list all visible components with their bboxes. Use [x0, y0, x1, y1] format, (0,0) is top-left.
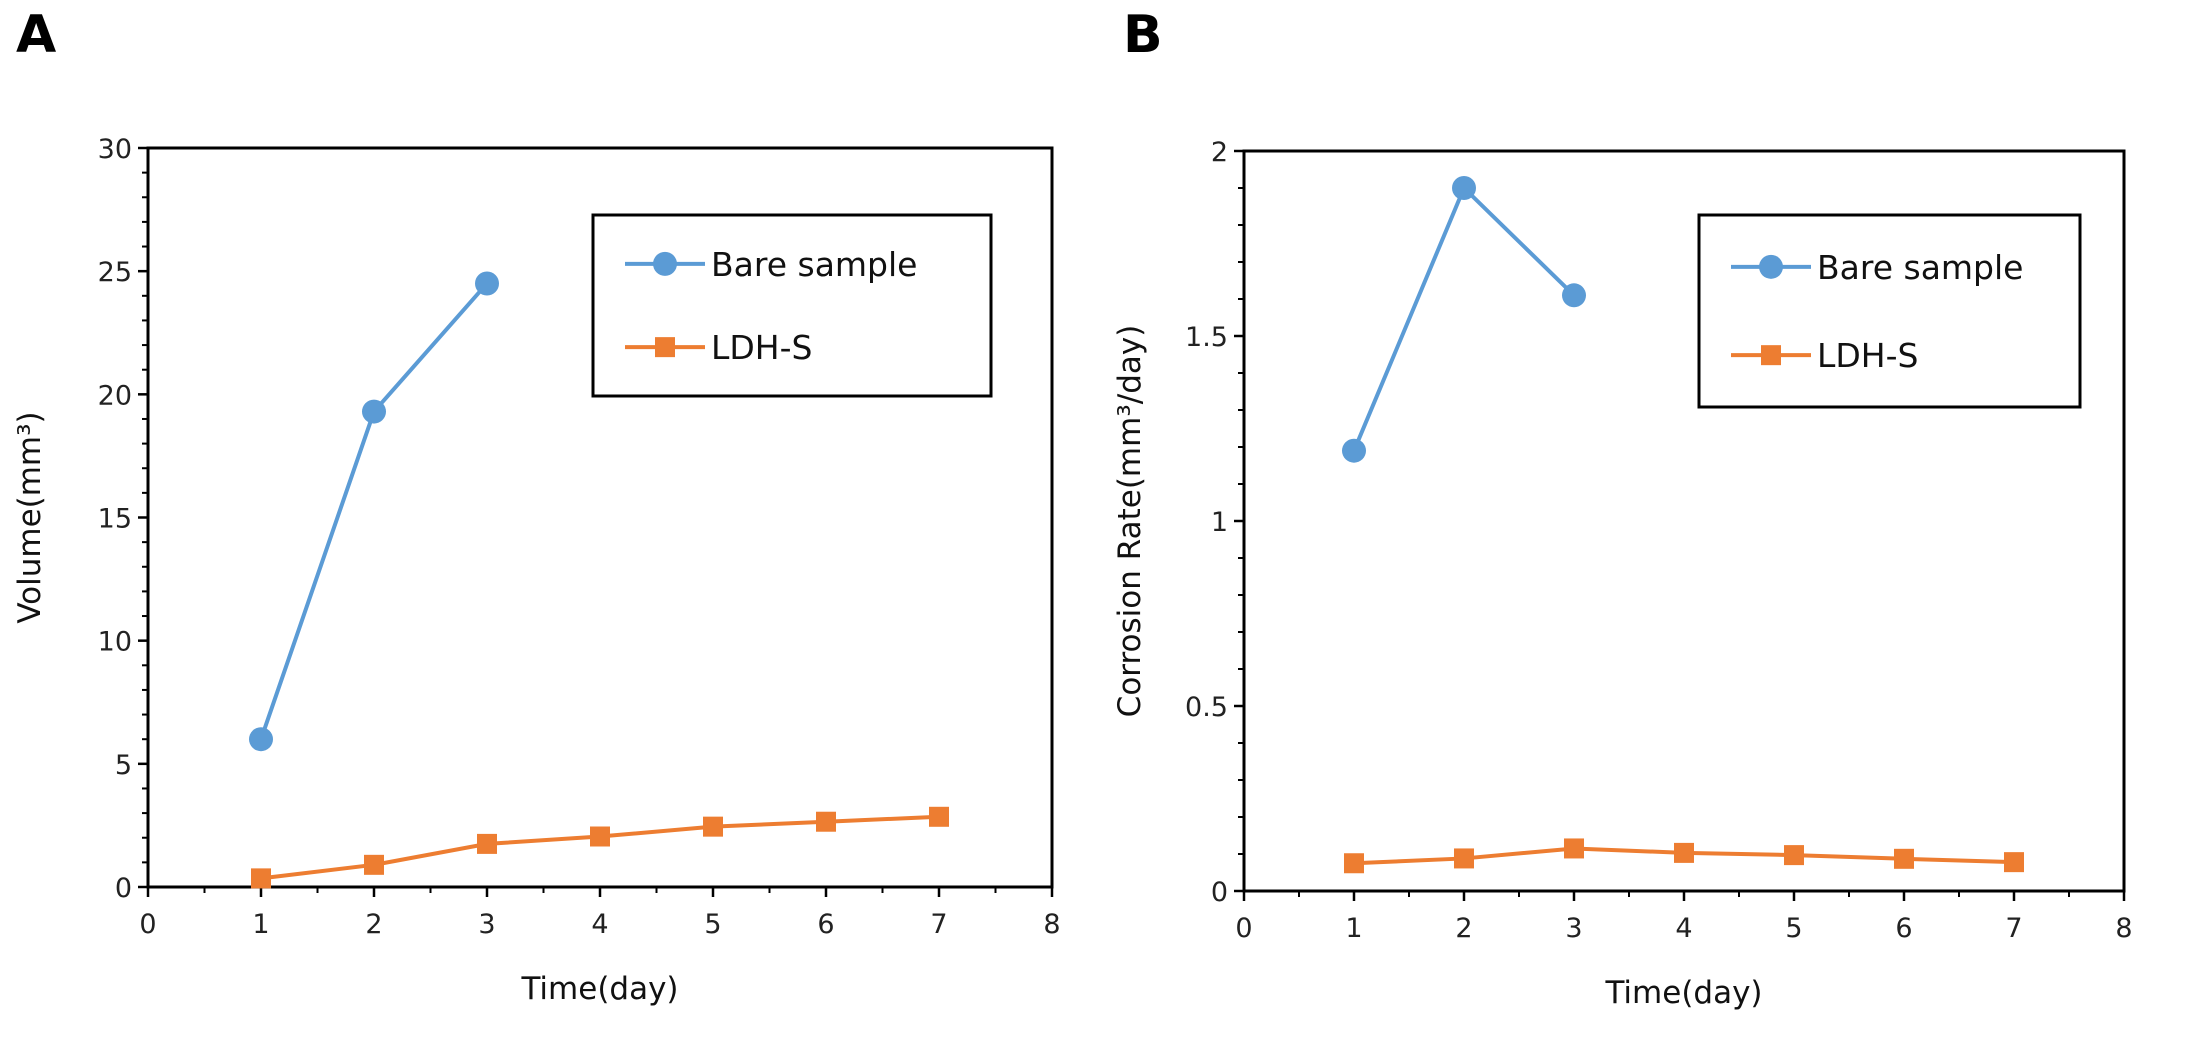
- x-tick-label: 3: [1565, 913, 1582, 944]
- data-point: [1564, 838, 1584, 859]
- x-tick-label: 7: [930, 909, 947, 940]
- legend: Bare sample LDH-S: [591, 213, 993, 398]
- y-tick-label: 1: [1211, 507, 1228, 538]
- data-point: [249, 727, 273, 752]
- data-point: [1454, 848, 1474, 869]
- series-ldh-s: [1344, 838, 2024, 874]
- legend: Bare sample LDH-S: [1697, 213, 2082, 409]
- legend-label: LDH-S: [1817, 336, 1918, 375]
- data-point: [2004, 852, 2024, 873]
- series-ldh-s: [251, 806, 949, 889]
- x-tick-label: 6: [817, 909, 834, 940]
- panel-label: B: [1123, 5, 1163, 65]
- y-tick-label: 0: [1211, 877, 1228, 908]
- x-tick-label: 8: [2115, 913, 2132, 944]
- y-tick-label: 5: [115, 750, 132, 781]
- legend-marker-square: [1761, 345, 1781, 366]
- data-point: [590, 826, 610, 847]
- series-line: [1352, 184, 1576, 452]
- legend-marker-square: [655, 337, 675, 358]
- x-tick-label: 4: [591, 909, 608, 940]
- y-tick-label: 0: [115, 873, 132, 904]
- x-tick-label: 0: [1235, 913, 1252, 944]
- data-point: [1784, 845, 1804, 866]
- chart-panel-a: A 0 1 2 3 4 5 6 7 8 0 5 10 15 20 25 30 Time(day) Volume(mm…: [12, 5, 1061, 1007]
- data-point: [1452, 176, 1476, 200]
- x-tick-label: 7: [2005, 913, 2022, 944]
- x-axis-label: Time(day): [520, 971, 678, 1007]
- y-tick-label: 1.5: [1185, 322, 1228, 353]
- data-point: [1344, 853, 1364, 874]
- series-line: [260, 814, 940, 881]
- series-bare-sample: [1342, 176, 1586, 463]
- data-point: [929, 806, 949, 827]
- x-tick-label: 5: [704, 909, 721, 940]
- y-axis-label: Volume(mm³): [12, 411, 48, 623]
- data-point: [477, 833, 497, 854]
- y-tick-label: 2: [1211, 137, 1228, 168]
- data-point: [1562, 283, 1586, 308]
- x-tick-label: 8: [1043, 909, 1060, 940]
- y-axis-label: Corrosion Rate(mm³/day): [1112, 325, 1148, 718]
- x-axis-label: Time(day): [1604, 975, 1762, 1011]
- data-point: [1674, 842, 1694, 863]
- x-tick-label: 2: [365, 909, 382, 940]
- x-tick-label: 4: [1675, 913, 1692, 944]
- data-point: [1342, 438, 1366, 463]
- legend-label: LDH-S: [711, 328, 812, 367]
- legend-marker-circle: [653, 251, 677, 276]
- y-tick-label: 0.5: [1185, 692, 1228, 723]
- data-point: [475, 271, 499, 296]
- data-point: [816, 811, 836, 832]
- data-point: [364, 854, 384, 875]
- series-line: [259, 282, 489, 740]
- y-tick-label: 10: [98, 627, 132, 658]
- legend-box: [1697, 213, 2082, 409]
- x-tick-label: 6: [1895, 913, 1912, 944]
- legend-label: Bare sample: [711, 245, 917, 284]
- y-tick-label: 30: [98, 134, 132, 165]
- y-tick-label: 20: [98, 380, 132, 411]
- x-tick-label: 0: [139, 909, 156, 940]
- x-tick-label: 3: [478, 909, 495, 940]
- data-point: [1894, 848, 1914, 869]
- x-tick-label: 2: [1455, 913, 1472, 944]
- data-point: [251, 868, 271, 889]
- series-bare-sample: [249, 271, 499, 752]
- legend-label: Bare sample: [1817, 248, 2023, 287]
- x-tick-label: 1: [252, 909, 269, 940]
- x-tick-label: 5: [1785, 913, 1802, 944]
- panel-label: A: [16, 5, 56, 65]
- data-point: [362, 399, 386, 424]
- chart-panel-b: B 0 1 2 3 4 5 6 7 8 0 0.5 1 1.5 2 Time(day) Corrosion Ra…: [1112, 5, 2133, 1011]
- data-point: [703, 816, 723, 837]
- y-tick-label: 15: [98, 504, 132, 535]
- legend-box: [591, 213, 993, 398]
- legend-marker-circle: [1759, 254, 1783, 279]
- x-tick-label: 1: [1345, 913, 1362, 944]
- y-tick-label: 25: [98, 257, 132, 288]
